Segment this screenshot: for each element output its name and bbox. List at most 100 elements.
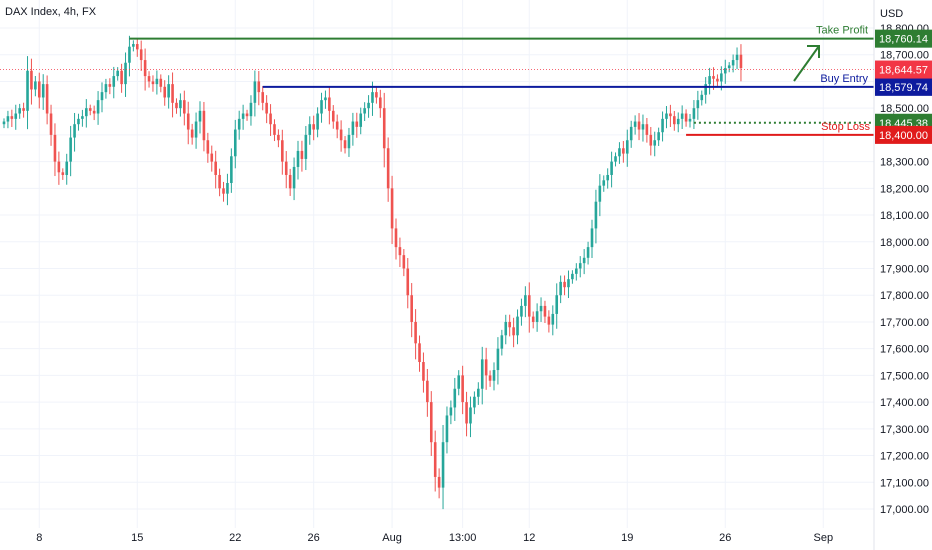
candle <box>673 110 676 131</box>
candle-body <box>535 311 539 322</box>
candle-body <box>347 134 351 149</box>
chart-title: DAX Index, 4h, FX <box>5 6 97 18</box>
x-tick-label: 22 <box>229 532 241 544</box>
currency-label[interactable]: USD <box>880 8 903 20</box>
candle <box>159 74 163 93</box>
candle-body <box>343 140 347 149</box>
candle-body <box>429 402 433 443</box>
x-tick-label: 13:00 <box>449 532 477 544</box>
candle <box>2 118 6 129</box>
candle-body <box>65 161 69 175</box>
level-label-entry: Buy Entry <box>820 73 868 85</box>
candle <box>339 120 343 152</box>
candle-body <box>449 407 453 416</box>
candle <box>359 107 363 135</box>
x-tick-label: 12 <box>523 532 535 544</box>
candlesticks <box>2 35 743 510</box>
candle <box>594 189 598 244</box>
candle-body <box>723 68 727 74</box>
grid <box>0 0 874 528</box>
candle <box>88 104 92 116</box>
candle <box>567 270 570 299</box>
candle <box>500 329 504 356</box>
candle-body <box>163 86 167 98</box>
candle-body <box>590 228 594 248</box>
candle-body <box>708 76 711 85</box>
candle-body <box>453 388 457 408</box>
candle <box>739 44 743 82</box>
candle <box>531 311 535 329</box>
candle <box>559 275 562 304</box>
candle-body <box>61 172 65 175</box>
price-tag-bg <box>875 125 932 144</box>
price-tag-bg <box>875 60 932 79</box>
trade-levels: Take Profit Buy Entry Stop Loss <box>0 25 874 136</box>
candle-body <box>684 113 688 122</box>
y-tick-label: 18,500.00 <box>880 103 929 115</box>
candle-body <box>331 110 335 122</box>
candle-body <box>469 407 472 424</box>
candle <box>363 102 366 121</box>
candle <box>222 181 225 202</box>
candle <box>210 145 214 172</box>
candle <box>171 72 174 118</box>
candle <box>277 129 280 148</box>
candle-body <box>22 108 25 111</box>
candle <box>304 126 308 171</box>
candle <box>183 90 186 126</box>
candle-body <box>186 113 190 130</box>
candle-body <box>241 113 245 119</box>
candle <box>284 151 288 189</box>
candle <box>108 78 112 95</box>
candle <box>700 90 704 106</box>
candle-body <box>720 73 723 82</box>
candle-body <box>575 268 578 274</box>
y-tick-label: 18,100.00 <box>880 210 929 222</box>
candle <box>578 256 582 278</box>
candle-body <box>69 137 72 162</box>
candle-body <box>480 359 484 389</box>
candle <box>484 347 488 390</box>
candle <box>312 115 315 141</box>
candle-body <box>426 380 429 403</box>
candle <box>143 48 147 91</box>
candle-body <box>230 156 233 183</box>
candle <box>34 75 37 97</box>
candle-body <box>194 121 198 138</box>
candle <box>649 126 653 156</box>
candle-body <box>88 108 92 111</box>
candle <box>49 104 53 146</box>
candle-body <box>261 92 265 103</box>
price-tag-take-profit: 18,760.14 <box>875 29 932 48</box>
candle <box>10 109 14 128</box>
x-tick-label: Sep <box>813 532 833 544</box>
candle <box>245 109 249 121</box>
candle-body <box>371 92 374 103</box>
candle-body <box>6 116 10 122</box>
candle <box>422 352 425 393</box>
candle-body <box>226 182 229 194</box>
candle-body <box>571 273 574 280</box>
level-label-stop-loss: Stop Loss <box>821 121 870 133</box>
candle-body <box>320 100 323 114</box>
candle-body <box>618 148 621 157</box>
candle <box>124 52 127 97</box>
candle-body <box>602 180 606 186</box>
candle <box>331 105 335 129</box>
candle <box>308 116 312 145</box>
candle <box>233 119 237 169</box>
candle-body <box>555 295 559 314</box>
candle-body <box>363 108 366 114</box>
candle <box>598 174 602 217</box>
candle <box>230 148 233 193</box>
candle <box>602 175 606 192</box>
candle-body <box>500 335 504 349</box>
candle-body <box>167 84 170 98</box>
candle <box>147 71 151 88</box>
candle-body <box>622 148 625 154</box>
candle-body <box>437 476 441 488</box>
candle <box>429 391 433 456</box>
candle-body <box>85 108 88 117</box>
candle-body <box>567 279 570 288</box>
